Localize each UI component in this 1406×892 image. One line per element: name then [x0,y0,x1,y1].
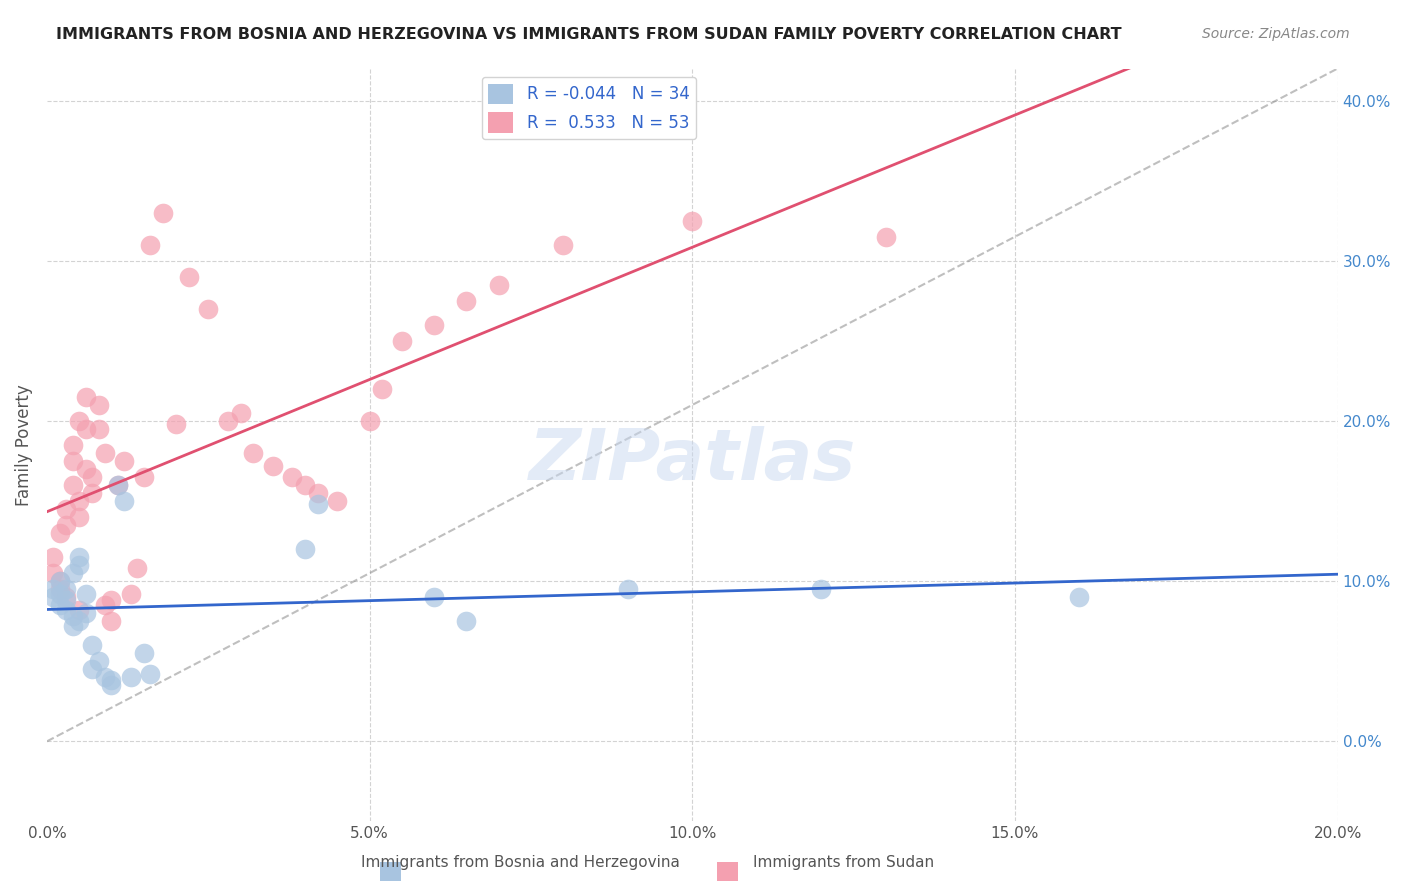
Point [67,550,90,565]
Point [359,414,381,428]
Point [127,561,149,575]
Point [49,598,72,612]
Point [112,494,135,508]
Point [80,662,103,676]
Point [49,587,72,601]
Point [120,670,142,684]
Point [67,603,90,617]
Point [55,502,77,516]
Point [281,470,304,484]
Point [456,293,478,308]
Point [75,462,97,476]
Y-axis label: Family Poverty: Family Poverty [15,384,32,506]
Point [616,582,638,597]
Point [553,237,575,252]
Point [391,334,413,348]
Point [62,454,84,468]
Point [49,574,72,589]
Text: Source: ZipAtlas.com: Source: ZipAtlas.com [1202,27,1350,41]
Point [107,478,129,492]
Point [55,593,77,607]
Point [294,478,316,492]
Point [217,414,239,428]
Point [80,638,103,652]
Point [197,301,219,316]
Point [326,494,349,508]
Point [229,406,252,420]
Point [112,454,135,468]
Point [42,590,65,604]
Point [810,582,832,597]
Point [423,318,446,332]
Point [62,566,84,581]
Point [55,590,77,604]
Point [75,587,97,601]
Point [152,205,174,219]
Point [177,269,200,284]
Point [62,619,84,633]
Point [87,398,110,412]
Legend: R = -0.044   N = 34, R =  0.533   N = 53: R = -0.044 N = 34, R = 0.533 N = 53 [482,77,696,139]
Point [62,478,84,492]
Point [100,678,122,692]
Point [49,582,72,597]
Point [80,470,103,484]
Point [75,390,97,404]
Point [139,667,162,681]
Point [307,497,329,511]
Point [242,446,264,460]
Point [67,558,90,573]
Point [42,566,65,581]
Point [67,414,90,428]
Point [55,518,77,533]
Point [307,486,329,500]
Point [67,510,90,524]
Point [132,470,155,484]
Point [94,598,117,612]
Point [100,593,122,607]
Point [165,417,187,432]
Point [94,670,117,684]
Point [55,582,77,597]
Text: Immigrants from Bosnia and Herzegovina: Immigrants from Bosnia and Herzegovina [361,855,679,870]
Point [49,526,72,541]
Point [423,590,446,604]
Point [488,277,510,292]
Point [62,609,84,624]
Point [100,673,122,688]
Point [139,237,162,252]
Point [75,422,97,436]
Point [100,614,122,628]
Point [49,574,72,589]
Point [456,614,478,628]
Point [875,229,897,244]
Point [42,550,65,565]
Point [80,486,103,500]
Point [120,587,142,601]
Point [294,542,316,557]
Text: Immigrants from Sudan: Immigrants from Sudan [754,855,934,870]
Point [681,213,703,227]
Point [132,646,155,660]
Point [67,614,90,628]
Point [1069,590,1091,604]
Text: IMMIGRANTS FROM BOSNIA AND HERZEGOVINA VS IMMIGRANTS FROM SUDAN FAMILY POVERTY C: IMMIGRANTS FROM BOSNIA AND HERZEGOVINA V… [56,27,1122,42]
Point [55,603,77,617]
Point [107,478,129,492]
Point [87,654,110,668]
Point [42,582,65,597]
Point [62,438,84,452]
Point [75,606,97,620]
Point [67,494,90,508]
Point [371,382,394,396]
Point [87,422,110,436]
Point [94,446,117,460]
Point [262,458,284,473]
Text: ZIPatlas: ZIPatlas [529,425,856,494]
